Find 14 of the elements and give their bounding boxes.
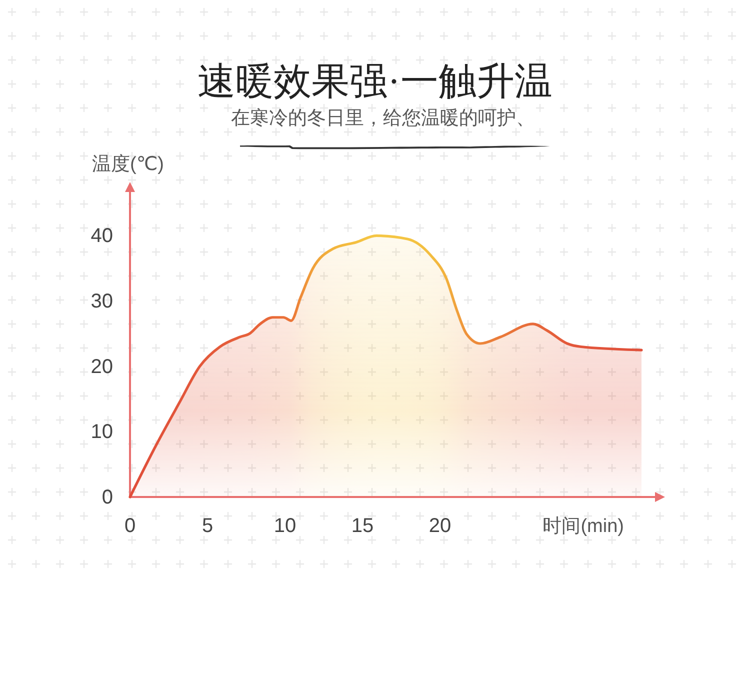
- y-axis-title: 温度(℃): [92, 153, 164, 175]
- chart-subtitle: 在寒冷的冬日里，给您温暖的呵护、: [231, 107, 535, 129]
- x-tick-label: 20: [428, 515, 452, 538]
- y-tick-label: 20: [90, 356, 113, 378]
- y-tick-label: 30: [90, 290, 113, 312]
- x-axis-title: 时间(min): [542, 516, 624, 537]
- x-tick-label: 0: [124, 515, 136, 538]
- y-tick-label: 10: [90, 421, 113, 444]
- x-tick-label: 10: [274, 515, 296, 538]
- y-tick-label: 0: [102, 486, 113, 508]
- chart-title: 速暖效果强·一触升温: [198, 61, 552, 103]
- x-tick-label: 15: [351, 515, 374, 538]
- x-tick-label: 5: [202, 515, 214, 538]
- y-tick-label: 40: [90, 225, 113, 248]
